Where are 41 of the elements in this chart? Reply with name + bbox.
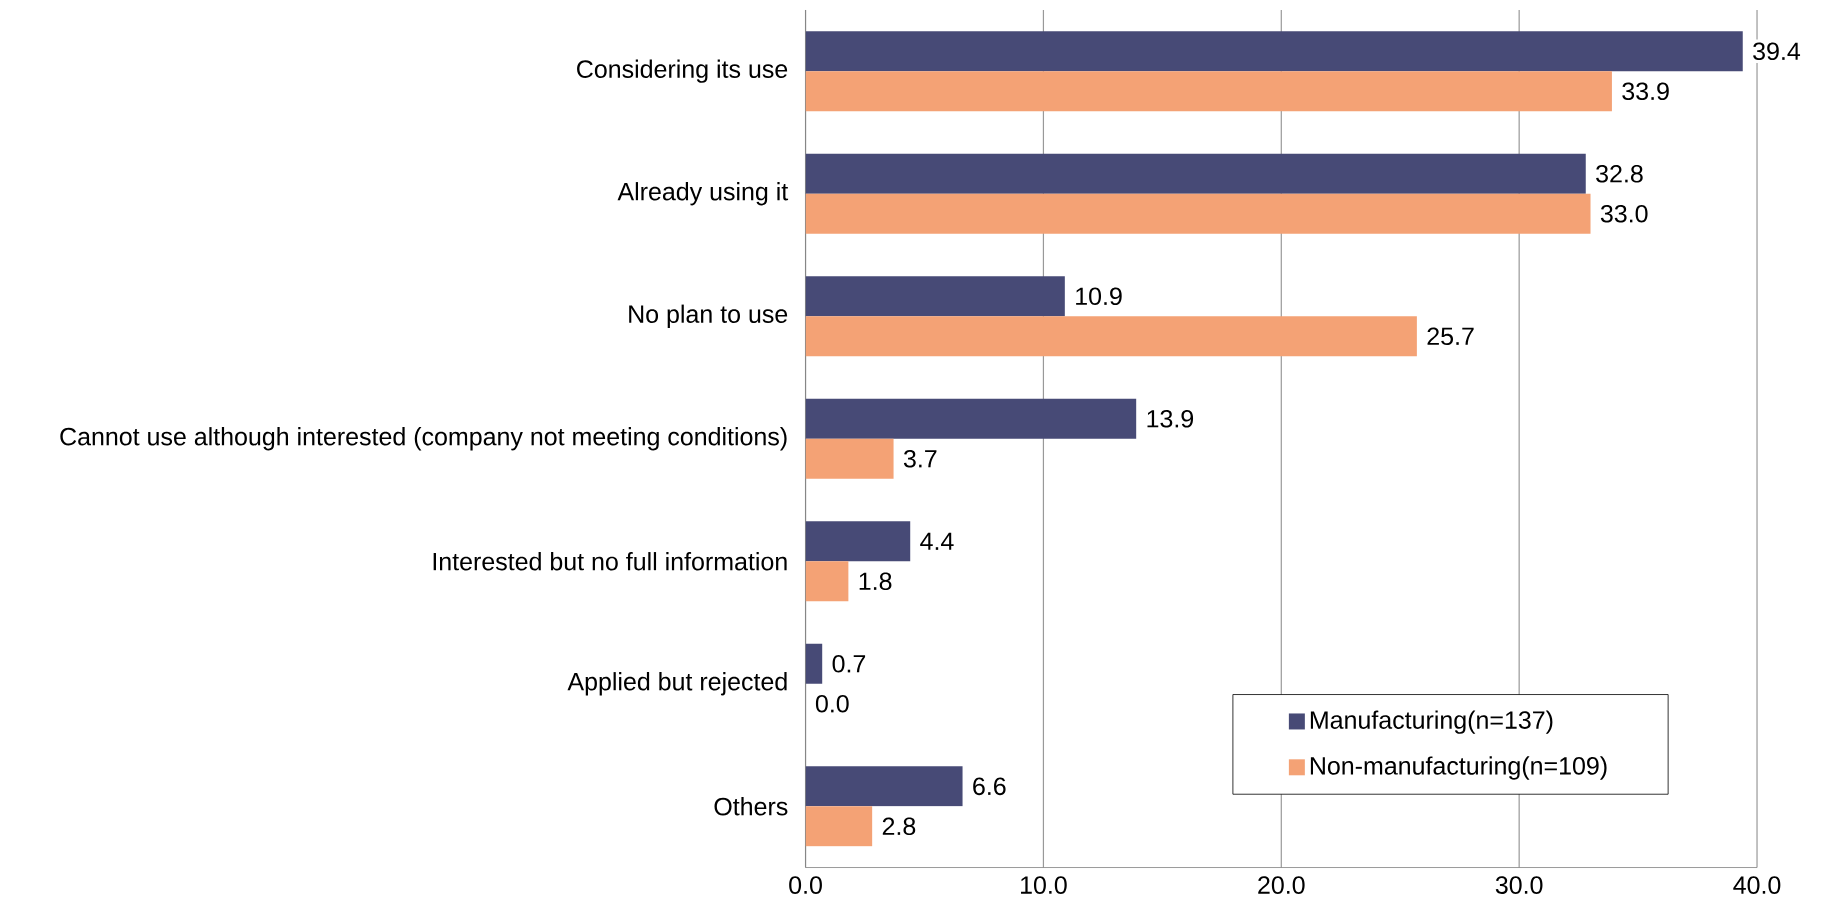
bar: [805, 521, 911, 562]
legend-label: Non-manufacturing(n=109): [1310, 756, 1607, 780]
y-tick-label: Considering its use: [577, 59, 788, 83]
bar: [805, 806, 873, 846]
data-label: 3.7: [903, 449, 937, 468]
bar: [805, 316, 1417, 356]
data-label: 25.7: [1427, 327, 1474, 345]
data-label: 39.4: [1753, 42, 1801, 60]
data-label: 0.0: [815, 694, 849, 713]
bar: [805, 766, 963, 807]
legend-label: Manufacturing(n=137): [1310, 710, 1553, 734]
y-tick-label: No plan to use: [629, 304, 788, 328]
bar: [805, 561, 849, 601]
x-tick-label: 20.0: [1258, 876, 1305, 894]
bar: [805, 31, 1743, 72]
x-tick-label: 30.0: [1495, 876, 1543, 894]
bar: [805, 153, 1586, 194]
data-label: 13.9: [1147, 409, 1194, 428]
bar: [805, 276, 1065, 317]
data-label: 10.9: [1076, 287, 1122, 305]
bar: [805, 643, 823, 684]
data-label: 1.8: [859, 572, 892, 590]
x-tick-label: 0.0: [789, 876, 822, 894]
data-label: 6.6: [973, 777, 1006, 795]
y-tick-label: Already using it: [617, 181, 789, 206]
data-label: 32.8: [1596, 164, 1643, 183]
bar: [805, 438, 894, 479]
y-tick-label: Interested but no full information: [433, 551, 787, 571]
bar: [805, 398, 1137, 439]
y-tick-label: Cannot use although interested (company not meeting conditions): [60, 426, 787, 451]
data-label: 4.4: [920, 532, 954, 550]
y-tick-label: Applied but rejected: [567, 671, 787, 696]
data-label: 2.8: [882, 817, 916, 835]
bar: [805, 193, 1591, 234]
data-label: 33.9: [1622, 82, 1669, 100]
data-label: 33.0: [1600, 204, 1648, 223]
y-tick-label: Others: [714, 796, 788, 816]
x-tick-label: 40.0: [1733, 876, 1781, 894]
x-tick-label: 10.0: [1021, 876, 1067, 894]
bar: [805, 71, 1612, 111]
data-label: 0.7: [832, 654, 866, 673]
